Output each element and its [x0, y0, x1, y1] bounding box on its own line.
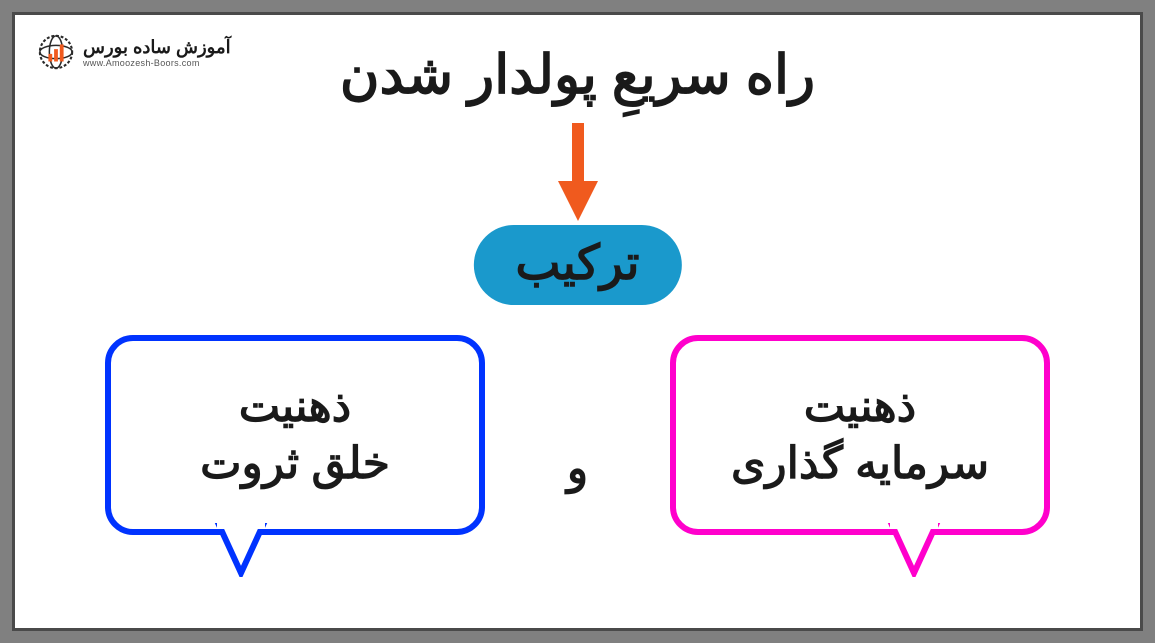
brand-logo: آموزش ساده بورس www.Amoozesh-Boors.com — [37, 33, 231, 71]
bubble-investment-mindset: ذهنیت سرمایه گذاری — [670, 335, 1050, 535]
main-title: راه سریعِ پولدار شدن — [340, 43, 815, 106]
logo-title: آموزش ساده بورس — [83, 37, 231, 58]
bubble-wealth-mindset: ذهنیت خلق ثروت — [105, 335, 485, 535]
logo-url: www.Amoozesh-Boors.com — [83, 58, 200, 68]
and-connector: و — [567, 443, 588, 494]
logo-text-block: آموزش ساده بورس www.Amoozesh-Boors.com — [83, 37, 231, 68]
speech-tail-icon — [211, 523, 271, 577]
globe-chart-icon — [37, 33, 75, 71]
diagram-frame: آموزش ساده بورس www.Amoozesh-Boors.com ر… — [12, 12, 1143, 631]
down-arrow-icon — [554, 123, 602, 223]
combine-pill: ترکیب — [473, 225, 681, 305]
bubble-left-text: ذهنیت خلق ثروت — [200, 378, 390, 492]
speech-tail-icon — [884, 523, 944, 577]
bubble-right-text: ذهنیت سرمایه گذاری — [731, 378, 989, 492]
